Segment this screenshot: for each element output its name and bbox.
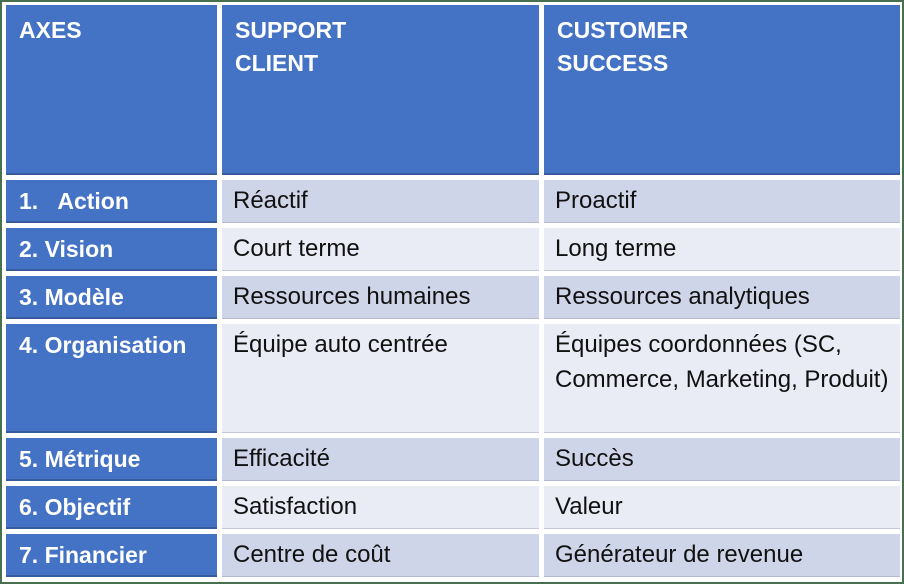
axis-cell-financier: 7. Financier [6,534,217,577]
support-cell-metrique: Efficacité [222,438,539,481]
header-cell-support-client: SUPPORT CLIENT [222,5,539,175]
success-cell-vision: Long terme [544,228,900,271]
header-cell-customer-success: CUSTOMER SUCCESS [544,5,900,175]
support-cell-modele: Ressources humaines [222,276,539,319]
axis-cell-organisation: 4. Organisation [6,324,217,433]
support-cell-action: Réactif [222,180,539,223]
success-cell-modele: Ressources analytiques [544,276,900,319]
axis-cell-modele: 3. Modèle [6,276,217,319]
success-cell-organisation: Équipes coordonnées (SC, Commerce, Marke… [544,324,900,433]
axis-cell-action: 1. Action [6,180,217,223]
axis-cell-objectif: 6. Objectif [6,486,217,529]
support-cell-vision: Court terme [222,228,539,271]
comparison-table: AXES SUPPORT CLIENT CUSTOMER SUCCESS 1. … [6,5,900,577]
success-cell-metrique: Succès [544,438,900,481]
axis-cell-vision: 2. Vision [6,228,217,271]
success-cell-objectif: Valeur [544,486,900,529]
support-cell-financier: Centre de coût [222,534,539,577]
success-cell-action: Proactif [544,180,900,223]
support-cell-organisation: Équipe auto centrée [222,324,539,433]
axis-cell-metrique: 5. Métrique [6,438,217,481]
success-cell-financier: Générateur de revenue [544,534,900,577]
support-cell-objectif: Satisfaction [222,486,539,529]
header-cell-axes: AXES [6,5,217,175]
